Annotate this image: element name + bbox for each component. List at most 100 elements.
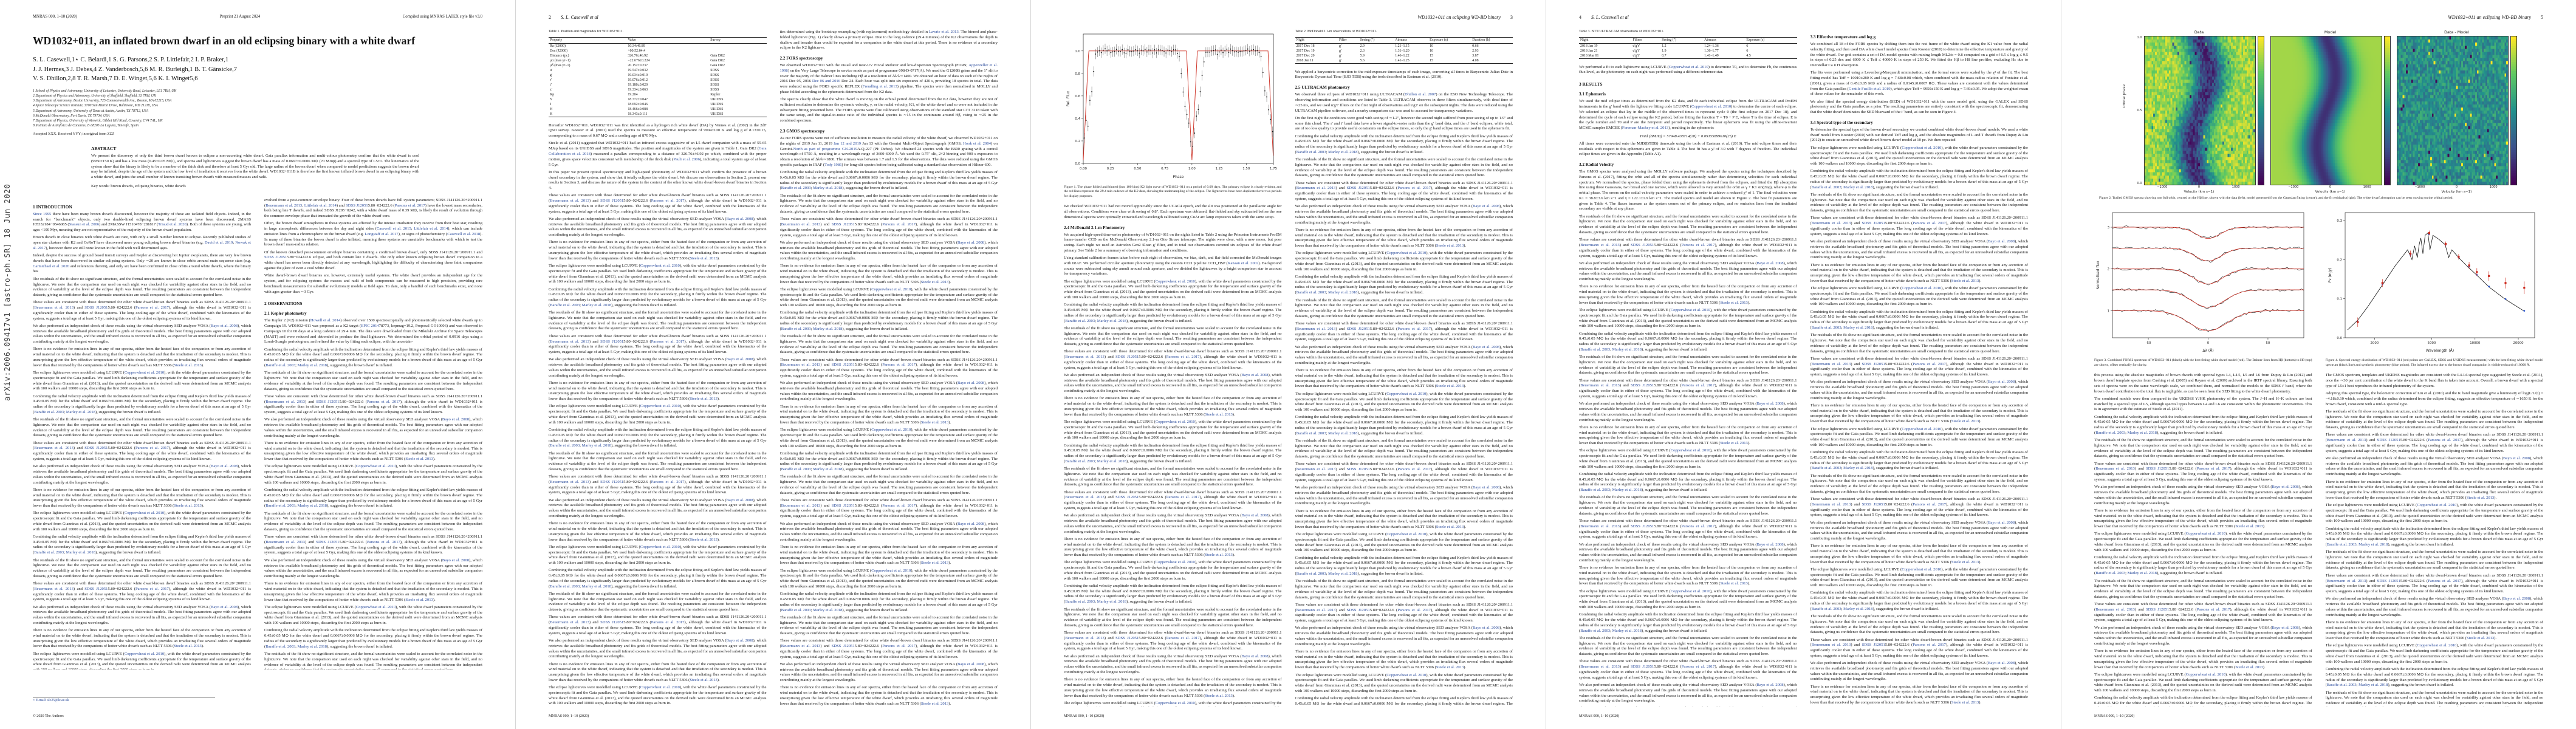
citation-link[interactable]: Beuermann et al. 2013 <box>1065 355 1105 360</box>
citation-link[interactable]: Parsons et al. 2017 <box>1681 243 1715 248</box>
citation-link[interactable]: Bayo et al. 2008 <box>1756 402 1784 406</box>
citation-link[interactable]: Marley et al. 2018 <box>1612 488 1642 493</box>
citation-link[interactable]: Longstaff et al. 2017 <box>365 231 399 236</box>
citation-link[interactable]: Parsons et al. 2017 <box>2428 578 2461 583</box>
citation-link[interactable]: Bayo et al. 2008 <box>957 662 985 666</box>
citation-link[interactable]: North as part of programme GN-2019 <box>793 146 857 151</box>
citation-link[interactable]: Beuermann et al. 2013 <box>1580 243 1620 248</box>
citation-link[interactable]: Bayo et al. 2008 <box>1988 239 2015 244</box>
citation-link[interactable]: Marley et al. 2018 <box>2127 430 2157 435</box>
citation-link[interactable]: Copperwheat et al. 2010 <box>1386 532 1427 537</box>
citation-link[interactable]: Bayo et al. 2008 <box>442 558 470 563</box>
citation-link[interactable]: Jan 12 and 2019 <box>834 141 862 146</box>
citation-link[interactable]: Copperwheat et al. 2010 <box>2185 532 2225 536</box>
citation-link[interactable]: Parsons et al. 2017 <box>394 203 425 208</box>
citation-link[interactable]: Marley et al. 2018 <box>1612 347 1642 352</box>
citation-link[interactable]: Steele et al. 2013 <box>405 597 433 602</box>
citation-link[interactable]: Tody 1986 <box>824 162 842 167</box>
citation-link[interactable]: Bayo et al. 2008 <box>442 417 470 422</box>
citation-link[interactable]: Steele et al. 2013 <box>1436 244 1464 248</box>
citation-link[interactable]: Parsons et al. 2017 <box>651 339 685 344</box>
citation-link[interactable]: Casewell et al. 2018 <box>447 231 481 236</box>
citation-link[interactable]: SDSS J12051 <box>1346 326 1370 331</box>
citation-link[interactable]: Marley et al. 2018 <box>1328 431 1358 436</box>
citation-link[interactable]: Bayo et al. 2008 <box>1756 542 1784 547</box>
citation-link[interactable]: Copperwheat et al. 2010 <box>355 464 396 469</box>
citation-link[interactable]: Marley et al. 2018 <box>1843 466 1873 471</box>
citation-link[interactable]: SDSS J12051 <box>831 222 855 227</box>
citation-link[interactable]: Copperwheat et al. 2010 <box>124 651 165 656</box>
citation-link[interactable]: Steele et al. 2013 <box>1951 560 1979 564</box>
citation-link[interactable]: Copperwheat et al. 2010 <box>1155 420 1195 425</box>
citation-link[interactable]: SDSS J12051 <box>84 446 108 451</box>
citation-link[interactable]: SDSS J12051 <box>1346 608 1370 612</box>
citation-link[interactable]: SDSS J12051 <box>1631 243 1654 248</box>
citation-link[interactable]: Bayo et al. 2008 <box>210 464 238 469</box>
citation-link[interactable]: SDSS J12051 <box>2377 578 2400 583</box>
citation-link[interactable]: Steele et al. 2013 <box>174 363 202 368</box>
citation-link[interactable]: Parsons et al. 2017 <box>1397 326 1431 331</box>
citation-link[interactable]: Beuermann et al. 2013 <box>1811 361 1851 366</box>
citation-link[interactable]: Steele et al. 2013 <box>920 701 949 706</box>
citation-link[interactable]: Parsons et al. 2017 <box>1397 467 1431 472</box>
citation-link[interactable]: Gaia Collaboration et al. 2018 <box>549 146 767 156</box>
citation-link[interactable]: Beuermann et al. 2013 <box>1065 495 1105 500</box>
citation-link[interactable]: Bayo et al. 2008 <box>726 498 753 502</box>
citation-link[interactable]: Beuermann et al. 2013 <box>2326 438 2366 443</box>
citation-link[interactable]: Baraffe et al. 2003 <box>781 326 811 331</box>
citation-link[interactable]: EPIC 2014 <box>361 324 379 329</box>
citation-link[interactable]: Steele et al. 2013 <box>1951 700 1979 705</box>
citation-link[interactable]: Freudling et al. 2013 <box>862 84 897 89</box>
citation-link[interactable]: Copperwheat et al. 2010 <box>2417 643 2457 648</box>
citation-link[interactable]: Triaud et al. 2020 <box>158 222 187 227</box>
citation-link[interactable]: Bayo et al. 2008 <box>957 381 985 386</box>
citation-link[interactable]: Steele et al. 2013 <box>690 397 718 402</box>
citation-link[interactable]: Baraffe et al. 2003 <box>1580 347 1611 352</box>
citation-link[interactable]: Baraffe et al. 2003 <box>1296 431 1326 436</box>
citation-link[interactable]: Marley et al. 2018 <box>581 443 611 448</box>
citation-link[interactable]: Bayo et al. 2008 <box>1241 372 1269 377</box>
citation-link[interactable]: Bayo et al. 2008 <box>1241 513 1269 518</box>
citation-link[interactable]: Beuermann et al. 2013 <box>34 446 74 451</box>
citation-link[interactable]: Beuermann et al. 2013 <box>1580 665 1620 669</box>
citation-link[interactable]: Copperwheat et al. 2010 <box>640 264 680 269</box>
citation-link[interactable]: Beuermann et al. 2013 <box>1065 635 1105 640</box>
email-link[interactable]: ⋆ E-mail: slc25@le.ac.uk <box>33 699 69 702</box>
citation-link[interactable]: Marley et al. 2018 <box>66 409 95 414</box>
citation-link[interactable]: SDSS J12051 <box>1862 361 1885 366</box>
citation-link[interactable]: Dhillon et al. 2007 <box>1405 92 1436 97</box>
citation-link[interactable]: Steele et al. 2013 <box>920 279 949 284</box>
citation-link[interactable]: Stassun et al. 2006 <box>69 222 100 227</box>
citation-link[interactable]: Beuermann et al. 2013 <box>2326 578 2366 583</box>
citation-link[interactable]: David et al. 2019 <box>204 241 233 245</box>
citation-link[interactable]: Baraffe et al. 2003 <box>1580 488 1611 493</box>
citation-link[interactable]: Howell et al. 2014 <box>310 318 341 323</box>
citation-link[interactable]: Beuermann et al. 2013 <box>1811 221 1851 226</box>
citation-link[interactable]: Baraffe et al. 2003 <box>34 550 64 555</box>
citation-link[interactable]: Bayo et al. 2008 <box>726 216 753 221</box>
citation-link[interactable]: Parsons et al. 2017 <box>1681 665 1715 669</box>
citation-link[interactable]: Steele et al. 2013 <box>1205 412 1233 417</box>
citation-link[interactable]: Beuermann et al. 2013 <box>1296 326 1336 331</box>
citation-link[interactable]: Beuermann et al. 2013 <box>781 363 821 368</box>
citation-link[interactable]: Baraffe et al. 2003 <box>550 303 580 307</box>
citation-link[interactable]: Beuermann et al. 2013 <box>550 199 589 204</box>
citation-link[interactable]: Baraffe et al. 2003 <box>781 608 811 612</box>
citation-link[interactable]: Copperwheat et al. 2010 <box>124 511 165 516</box>
citation-link[interactable]: Beuermann et al. 2013 <box>781 222 821 227</box>
citation-link[interactable]: Baraffe et al. 2003 <box>1065 600 1095 604</box>
citation-link[interactable]: Copperwheat et al. 2010 <box>1691 104 1732 109</box>
citation-link[interactable]: Steele et al. 2013 <box>1205 553 1233 558</box>
citation-link[interactable]: Parsons et al. 2017 <box>1397 186 1431 191</box>
citation-link[interactable]: Beuermann et al. 2013 <box>2095 467 2135 471</box>
citation-link[interactable]: Bayo et al. 2008 <box>1473 204 1500 209</box>
citation-link[interactable]: Marley et al. 2018 <box>297 644 327 649</box>
citation-link[interactable]: SDSS J12051 <box>346 203 368 208</box>
citation-link[interactable]: Beuermann et al. 2013 <box>1296 186 1336 191</box>
citation-link[interactable]: SDSS J12051 <box>831 503 855 508</box>
citation-link[interactable]: Parsons et al. 2017 <box>2196 467 2230 471</box>
citation-link[interactable]: Nowak et al. 2017 <box>33 241 251 250</box>
citation-link[interactable]: Beuermann et al. 2013 <box>1811 643 1851 648</box>
citation-link[interactable]: Marley et al. 2018 <box>581 303 611 307</box>
citation-link[interactable]: SDSS J12051 <box>600 479 624 484</box>
